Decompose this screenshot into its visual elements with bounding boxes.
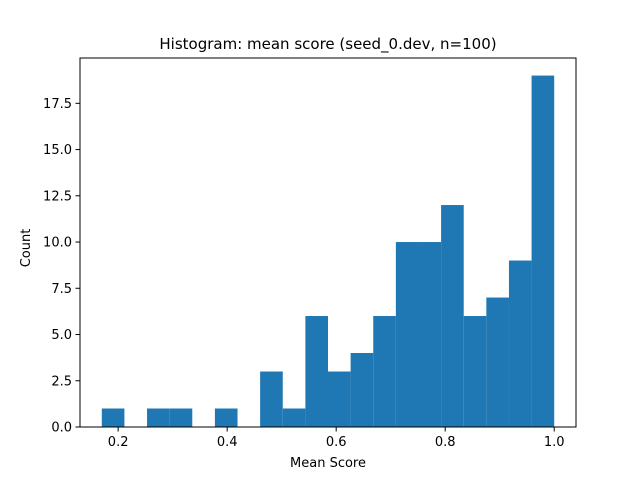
x-axis-label: Mean Score (290, 456, 366, 471)
x-tick-label: 0.2 (108, 435, 129, 450)
plot-frame (79, 57, 577, 428)
histogram-bar (169, 408, 193, 427)
histogram-bar (508, 260, 532, 427)
histogram-bar (147, 408, 170, 427)
histogram-bar (305, 316, 328, 427)
y-axis-label: Count (19, 229, 34, 268)
histogram-bar (418, 242, 442, 427)
histogram-bar (441, 205, 464, 427)
y-tick-label: 17.5 (43, 97, 72, 112)
histogram-bar (373, 316, 396, 427)
histogram-bar (395, 242, 419, 427)
histogram-bar (101, 408, 125, 427)
histogram-bar (260, 371, 283, 427)
x-tick-label: 0.8 (435, 435, 456, 450)
y-tick-label: 0.0 (51, 421, 72, 436)
histogram-bar (328, 371, 351, 427)
x-axis-ticks: 0.2 0.4 0.6 0.8 1.0 (108, 427, 565, 450)
histogram-bar (350, 353, 374, 427)
y-tick-label: 7.5 (51, 282, 72, 297)
x-tick-label: 0.4 (217, 435, 238, 450)
y-tick-label: 10.0 (43, 236, 72, 251)
y-tick-label: 5.0 (51, 328, 72, 343)
bars-group (101, 75, 555, 428)
y-tick-label: 2.5 (51, 374, 72, 389)
chart-title: Histogram: mean score (seed_0.dev, n=100… (159, 35, 496, 54)
histogram-bar (282, 408, 306, 427)
histogram-bar (531, 75, 555, 428)
histogram-bar (463, 316, 487, 427)
x-tick-label: 0.6 (326, 435, 347, 450)
x-tick-label: 1.0 (544, 435, 565, 450)
histogram-bar (214, 408, 238, 427)
y-tick-label: 12.5 (43, 189, 72, 204)
histogram-bar (486, 297, 509, 427)
y-axis-ticks: 0.0 2.5 5.0 7.5 10.0 12.5 15.0 17.5 (43, 97, 80, 436)
y-tick-label: 15.0 (43, 143, 72, 158)
